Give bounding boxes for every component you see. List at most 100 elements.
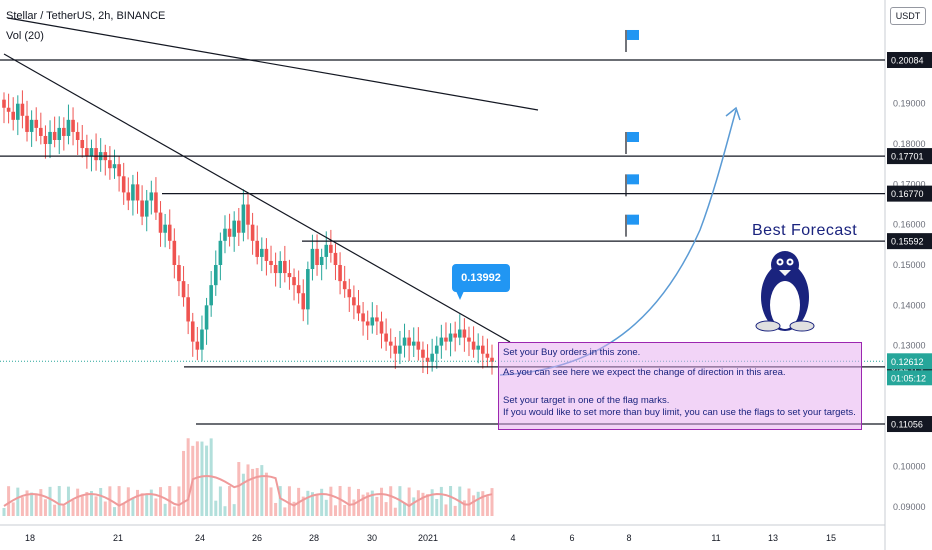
candle-body <box>393 345 398 354</box>
candle-body <box>177 265 181 282</box>
volume-bar <box>287 486 291 516</box>
currency-button[interactable]: USDT <box>890 7 926 25</box>
candle-body <box>338 265 342 282</box>
candle-body <box>200 329 204 350</box>
volume-bar <box>20 497 24 516</box>
candle-body <box>62 127 66 136</box>
candle-body <box>163 224 167 233</box>
candle-body <box>121 176 126 193</box>
volume-bar <box>7 486 11 516</box>
trade-note-box[interactable]: Set your Buy orders in this zone. As you… <box>498 342 862 430</box>
candle-body <box>471 341 476 350</box>
volume-bar <box>246 464 250 516</box>
candle-body <box>89 148 94 157</box>
volume-bar <box>89 490 93 516</box>
volume-bar <box>439 486 443 516</box>
candle-body <box>476 345 480 350</box>
candle-body <box>319 256 324 265</box>
y-tick-label: 0.15000 <box>893 260 926 270</box>
volume-bar <box>315 494 319 516</box>
symbol-header: Stellar / TetherUS, 2h, BINANCE <box>6 10 166 22</box>
volume-bar <box>384 502 388 516</box>
best-forecast-label: Best Forecast <box>752 222 858 239</box>
volume-bar <box>444 504 448 516</box>
x-tick-label: 30 <box>367 533 377 543</box>
candle-body <box>384 333 388 342</box>
volume-bar <box>214 500 218 516</box>
candle-body <box>292 277 296 286</box>
volume-bar <box>389 486 393 516</box>
candle-body <box>273 265 278 274</box>
candle-body <box>11 111 16 120</box>
candle-body <box>388 341 393 346</box>
x-tick-label: 8 <box>626 533 631 543</box>
volume-bar <box>103 501 107 516</box>
volume-bar <box>453 505 457 516</box>
volume-bar <box>490 488 494 516</box>
x-tick-label: 21 <box>113 533 123 543</box>
candle-body <box>140 200 144 217</box>
candle-body <box>167 224 172 241</box>
candle-body <box>347 289 352 298</box>
volume-bar <box>122 503 126 516</box>
volume-bar <box>366 492 370 516</box>
candle-body <box>232 220 236 237</box>
volume-bar <box>485 496 489 516</box>
volume-bar <box>407 487 411 516</box>
volume-bar <box>149 489 153 516</box>
volume-bar <box>85 491 89 516</box>
volume-indicator-label[interactable]: Vol (20) <box>6 30 44 42</box>
candle-body <box>287 273 292 278</box>
volume-bar <box>476 491 480 516</box>
note-line-4: If you would like to set more than buy l… <box>503 407 856 418</box>
candle-body <box>310 248 315 270</box>
candle-body <box>260 248 264 257</box>
level-price-label: 0.15592 <box>891 237 924 247</box>
volume-bar <box>57 486 61 516</box>
volume-bar <box>39 489 43 516</box>
flag-icon <box>627 174 639 185</box>
price-callout: 0.13992 <box>452 264 510 300</box>
volume-bar <box>186 438 190 516</box>
y-tick-label: 0.14000 <box>893 300 926 310</box>
level-price-tag <box>887 52 932 68</box>
x-tick-label: 2021 <box>418 533 438 543</box>
volume-bar <box>43 499 47 516</box>
volume-bar <box>223 506 227 516</box>
volume-bar <box>375 496 379 516</box>
current-price-label: 0.12612 <box>891 357 924 367</box>
volume-bar <box>481 491 485 516</box>
candle-body <box>6 107 11 112</box>
volume-bar <box>472 495 476 516</box>
volume-bar <box>310 492 314 516</box>
volume-bar <box>269 487 273 516</box>
level-price-label: 0.20084 <box>891 56 924 66</box>
volume-bar <box>2 508 6 516</box>
candle-body <box>448 333 453 342</box>
volume-bar <box>177 486 181 516</box>
candle-body <box>278 260 283 274</box>
candle-body <box>71 119 75 132</box>
forecast-arrow <box>499 109 737 376</box>
candle-body <box>490 357 494 362</box>
volume-bar <box>237 462 241 516</box>
volume-bar <box>338 486 342 516</box>
x-tick-label: 13 <box>768 533 778 543</box>
volume-bar <box>306 490 310 516</box>
candle-body <box>453 333 457 338</box>
forecast-arrowhead <box>725 106 741 121</box>
candle-body <box>255 240 260 257</box>
volume-bar <box>228 486 232 516</box>
volume-bar <box>352 499 356 516</box>
note-line-3: Set your target in one of the flag marks… <box>503 395 670 406</box>
penguin-logo-icon <box>755 251 815 332</box>
volume-bar <box>117 486 121 516</box>
candle-body <box>144 200 149 217</box>
countdown-label: 01:05:12 <box>891 373 926 383</box>
candle-body <box>131 184 135 201</box>
candle-body <box>135 184 140 201</box>
candle-body <box>181 281 186 298</box>
volume-bar <box>232 504 236 516</box>
note-line-2: As you can see here we expect the change… <box>503 367 786 378</box>
